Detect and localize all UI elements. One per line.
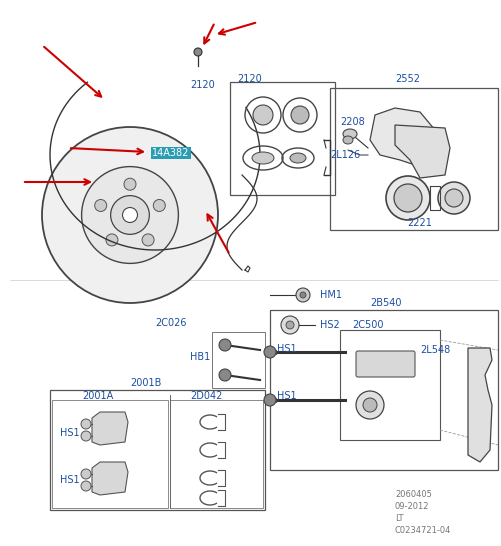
Text: HS1: HS1: [60, 475, 80, 485]
Text: 2001A: 2001A: [82, 391, 113, 401]
Ellipse shape: [264, 394, 276, 406]
Ellipse shape: [122, 207, 137, 222]
Polygon shape: [467, 348, 491, 462]
Ellipse shape: [286, 321, 294, 329]
Text: 2221: 2221: [406, 218, 431, 228]
Text: HB1: HB1: [189, 352, 210, 362]
Ellipse shape: [81, 469, 91, 479]
Ellipse shape: [300, 292, 306, 298]
Polygon shape: [394, 125, 449, 178]
Ellipse shape: [296, 288, 310, 302]
Ellipse shape: [342, 136, 352, 144]
Ellipse shape: [106, 234, 118, 246]
Polygon shape: [92, 412, 128, 445]
Ellipse shape: [42, 127, 217, 303]
Ellipse shape: [81, 419, 91, 429]
Bar: [339, 330, 439, 440]
Text: 2D042: 2D042: [189, 391, 222, 401]
Ellipse shape: [193, 48, 201, 56]
Text: HS2: HS2: [319, 320, 339, 330]
Text: 2120: 2120: [236, 74, 261, 84]
Text: 09-2012: 09-2012: [394, 502, 429, 511]
Text: 2L548: 2L548: [419, 345, 449, 355]
Ellipse shape: [355, 391, 383, 419]
Polygon shape: [369, 108, 434, 165]
Bar: [270, 310, 497, 470]
Ellipse shape: [437, 182, 469, 214]
Text: 2B540: 2B540: [369, 298, 401, 308]
Text: HS1: HS1: [60, 428, 80, 438]
Ellipse shape: [444, 189, 462, 207]
Text: 14A382: 14A382: [152, 148, 189, 158]
Ellipse shape: [124, 178, 136, 190]
Polygon shape: [92, 462, 128, 495]
Text: 2552: 2552: [394, 74, 419, 84]
Text: HS1: HS1: [277, 344, 296, 354]
Bar: [211, 332, 265, 388]
Text: 2120: 2120: [189, 80, 214, 90]
Bar: [329, 88, 497, 230]
Text: HS1: HS1: [277, 391, 296, 401]
Ellipse shape: [291, 106, 309, 124]
Ellipse shape: [393, 184, 421, 212]
Text: 2208: 2208: [339, 117, 364, 127]
Text: 2L126: 2L126: [329, 150, 360, 160]
Ellipse shape: [281, 316, 299, 334]
Ellipse shape: [81, 481, 91, 491]
Ellipse shape: [264, 346, 276, 358]
Ellipse shape: [253, 105, 273, 125]
Text: LT: LT: [394, 514, 403, 523]
FancyBboxPatch shape: [355, 351, 414, 377]
Text: 2C026: 2C026: [155, 318, 186, 328]
Bar: [50, 390, 265, 510]
Bar: [52, 400, 168, 508]
Bar: [229, 82, 334, 195]
Ellipse shape: [110, 195, 149, 234]
Text: C0234721-04: C0234721-04: [394, 526, 450, 535]
Ellipse shape: [218, 369, 230, 381]
Ellipse shape: [385, 176, 429, 220]
Ellipse shape: [218, 339, 230, 351]
Ellipse shape: [290, 153, 306, 163]
Ellipse shape: [153, 199, 165, 211]
Ellipse shape: [82, 167, 178, 263]
Ellipse shape: [362, 398, 376, 412]
Text: 2060405: 2060405: [394, 490, 431, 499]
Ellipse shape: [252, 152, 274, 164]
Ellipse shape: [342, 129, 356, 139]
Text: 2C500: 2C500: [351, 320, 383, 330]
Text: HM1: HM1: [319, 290, 341, 300]
Bar: [170, 400, 263, 508]
Ellipse shape: [81, 431, 91, 441]
Ellipse shape: [142, 234, 154, 246]
Ellipse shape: [95, 199, 107, 211]
Text: 2001B: 2001B: [130, 378, 161, 388]
